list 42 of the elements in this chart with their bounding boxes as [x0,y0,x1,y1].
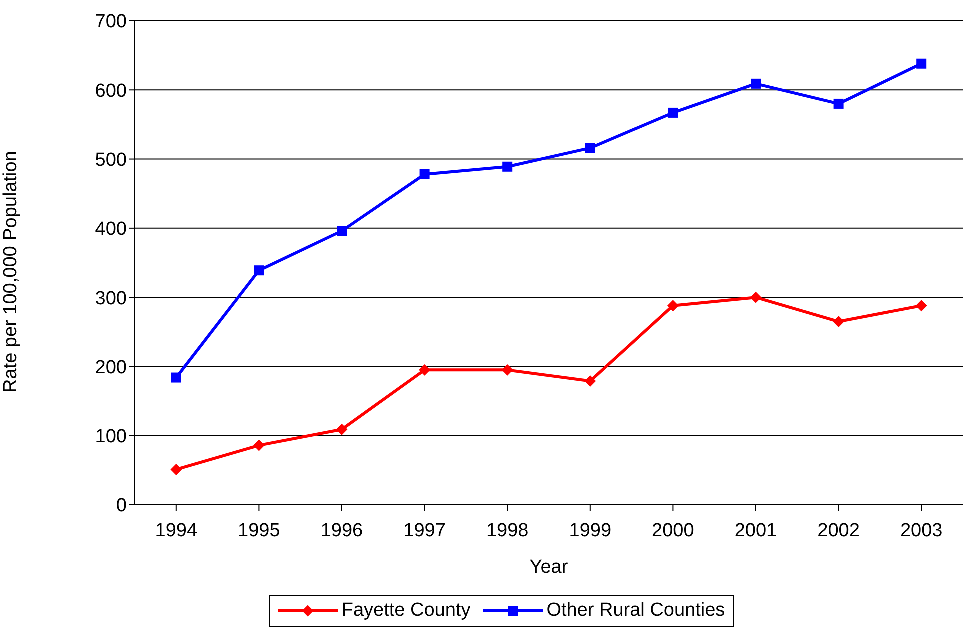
point [171,372,182,383]
point [254,266,264,276]
point [916,300,928,312]
point [833,316,844,328]
point [170,464,182,476]
y-tick-label: 200 [95,357,127,378]
x-tick-label: 2003 [900,520,943,542]
point [337,226,347,236]
y-tick-label: 400 [95,219,127,240]
y-tick-label: 100 [95,426,127,448]
x-tick-label: 1999 [569,520,612,542]
legend-label: Other Rural Counties [546,600,726,622]
point [751,78,761,89]
y-tick-label: 0 [116,496,127,517]
point [750,292,762,304]
x-tick-label: 1996 [320,520,364,542]
y-tick-label: 600 [95,80,127,102]
x-tick-label: 1995 [238,520,280,542]
y-tick-label: 700 [95,12,127,33]
x-axis-title: Year [530,557,569,578]
point [254,440,265,452]
point [834,98,844,109]
x-tick-label: 1998 [486,520,529,542]
x-tick-label: 1994 [155,520,198,542]
y-axis-title: Rate per 100,000 Population [0,151,22,393]
point [668,300,679,312]
point [420,169,430,180]
point [419,364,430,376]
point [502,162,513,172]
point [584,376,596,387]
x-tick-label: 1997 [404,520,446,542]
point [502,364,514,376]
point [336,424,348,436]
x-tick-label: 2002 [818,520,860,542]
x-tick-label: 2001 [734,520,778,542]
point [668,108,678,118]
x-tick-label: 2000 [652,520,694,542]
point [585,143,596,154]
point [916,58,927,69]
legend-label: Fayette County [340,600,471,622]
y-tick-label: 300 [95,288,127,310]
y-tick-label: 500 [95,150,127,172]
